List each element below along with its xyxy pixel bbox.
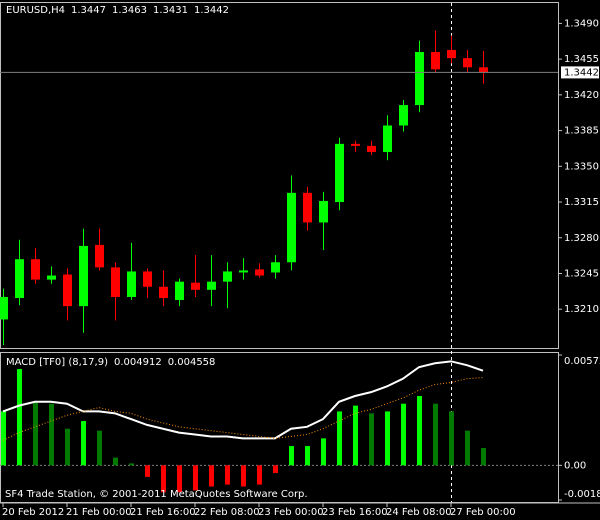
candle-body bbox=[479, 67, 488, 73]
y-tick-label: -0.0018 bbox=[564, 489, 600, 500]
histogram-bar bbox=[465, 430, 470, 466]
candle-body bbox=[111, 267, 120, 297]
candle-body bbox=[383, 125, 392, 153]
candle-body bbox=[63, 274, 72, 307]
x-tick-label: 23 Feb 00:00 bbox=[258, 507, 324, 518]
histogram-bar bbox=[257, 465, 262, 485]
y-tick-label: 1.3315 bbox=[564, 197, 599, 208]
candle-body bbox=[447, 49, 456, 59]
histogram-bar bbox=[241, 465, 246, 487]
candle-body bbox=[399, 105, 408, 126]
histogram-bar bbox=[433, 403, 438, 466]
panel-header: EURUSD,H4 1.3447 1.3463 1.3431 1.3442 bbox=[6, 5, 229, 16]
candle-body bbox=[47, 275, 56, 280]
candle-body bbox=[79, 245, 88, 307]
histogram-bar bbox=[417, 396, 422, 466]
y-tick-label: 1.3455 bbox=[564, 54, 599, 65]
footer: SF4 Trade Station, © 2001-2011 MetaQuote… bbox=[5, 489, 308, 500]
panel-title: MACD [TF0] (8,17,9) bbox=[6, 357, 108, 368]
candle-body bbox=[0, 296, 8, 320]
histogram-bar bbox=[449, 411, 454, 466]
header-value: 1.3447 bbox=[71, 5, 106, 16]
header-value: 1.3431 bbox=[153, 5, 188, 16]
candle-body bbox=[143, 271, 152, 287]
histogram-bar bbox=[97, 430, 102, 466]
y-tick-label: 1.3350 bbox=[564, 161, 599, 172]
histogram-bar bbox=[353, 405, 358, 466]
y-tick-label: 1.3210 bbox=[564, 304, 599, 315]
histogram-bar bbox=[337, 411, 342, 466]
candle-body bbox=[239, 270, 248, 273]
y-tick-label: 0.00 bbox=[564, 460, 586, 471]
candle-body bbox=[463, 58, 472, 68]
y-tick-label: 1.3385 bbox=[564, 126, 599, 137]
x-tick-label: 21 Feb 16:00 bbox=[130, 507, 196, 518]
candle-body bbox=[15, 259, 24, 298]
candle-body bbox=[335, 143, 344, 203]
candle-body bbox=[415, 51, 424, 106]
histogram-bar bbox=[17, 369, 22, 466]
y-tick-label: 1.3245 bbox=[564, 268, 599, 279]
header-value: 1.3442 bbox=[194, 5, 229, 16]
histogram-bar bbox=[385, 411, 390, 466]
histogram-bar bbox=[177, 465, 182, 493]
y-tick-label: 1.3420 bbox=[564, 90, 599, 101]
histogram-bar bbox=[49, 403, 54, 466]
histogram-bar bbox=[209, 465, 214, 487]
macd-line bbox=[2, 360, 484, 440]
x-tick-label: 24 Feb 08:00 bbox=[386, 507, 452, 518]
x-tick-label: 20 Feb 2012 bbox=[2, 507, 64, 518]
price-label: 1.3442 bbox=[564, 67, 599, 78]
histogram-bar bbox=[193, 465, 198, 491]
price-label-box bbox=[561, 66, 599, 79]
histogram-bar bbox=[1, 411, 6, 466]
x-tick-label: 21 Feb 00:00 bbox=[66, 507, 132, 518]
candle-body bbox=[351, 143, 360, 146]
histogram-bar bbox=[113, 457, 118, 466]
histogram-bar bbox=[401, 403, 406, 466]
x-tick-label: 22 Feb 08:00 bbox=[194, 507, 260, 518]
histogram-bar bbox=[145, 465, 150, 477]
histogram-bar bbox=[273, 465, 278, 474]
candle-body bbox=[255, 269, 264, 276]
header-value: 0.004912 bbox=[114, 357, 162, 368]
candle-body bbox=[303, 192, 312, 223]
histogram-bar bbox=[225, 465, 230, 485]
candle-body bbox=[127, 271, 136, 297]
y-tick-label: 0.005729 bbox=[564, 356, 600, 367]
y-tick-label: 1.3280 bbox=[564, 233, 599, 244]
candle-body bbox=[31, 259, 40, 280]
header-value: 1.3463 bbox=[112, 5, 147, 16]
candle-body bbox=[159, 286, 168, 298]
candle-body bbox=[191, 282, 200, 290]
candle-body bbox=[95, 244, 104, 268]
x-tick-label: 23 Feb 16:00 bbox=[322, 507, 388, 518]
y-tick-label: 1.3490 bbox=[564, 18, 599, 29]
histogram-bar bbox=[369, 413, 374, 466]
histogram-bar bbox=[321, 438, 326, 466]
candle-body bbox=[431, 51, 440, 70]
histogram-bar bbox=[81, 421, 86, 466]
candle-body bbox=[207, 281, 216, 290]
panel-title: EURUSD,H4 bbox=[6, 5, 65, 16]
histogram-bar bbox=[161, 465, 166, 493]
x-tick-label: 27 Feb 00:00 bbox=[450, 507, 516, 518]
histogram-bar bbox=[129, 463, 134, 466]
header-value: 0.004558 bbox=[168, 357, 216, 368]
histogram-bar bbox=[481, 448, 486, 466]
candle-body bbox=[287, 192, 296, 263]
histogram-bar bbox=[289, 446, 294, 466]
candle-body bbox=[319, 201, 328, 223]
histogram-bar bbox=[65, 428, 70, 466]
candle-body bbox=[367, 145, 376, 153]
candle-body bbox=[271, 262, 280, 273]
panel-header: MACD [TF0] (8,17,9) 0.004912 0.004558 bbox=[6, 357, 215, 368]
histogram-bar bbox=[33, 401, 38, 466]
main-panel-frame bbox=[0, 2, 559, 349]
histogram-bar bbox=[305, 446, 310, 466]
candle-body bbox=[223, 271, 232, 282]
candle-body bbox=[175, 281, 184, 301]
